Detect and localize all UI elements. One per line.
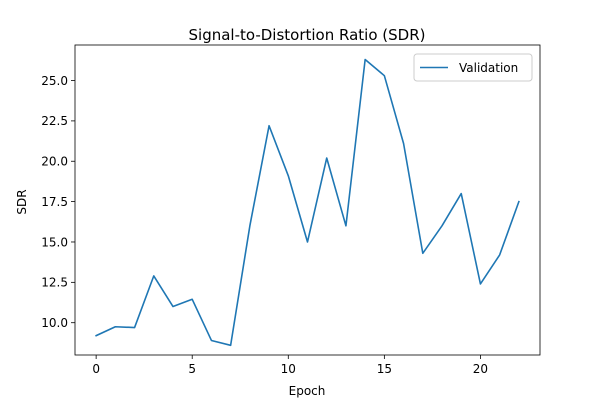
x-tick-label: 20 bbox=[473, 362, 488, 376]
series-line-0 bbox=[95, 58, 520, 347]
axes-frame bbox=[74, 44, 541, 356]
x-tick-label: 15 bbox=[377, 362, 392, 376]
legend-label-validation: Validation bbox=[459, 61, 518, 75]
y-tick-label: 15.0 bbox=[41, 235, 68, 249]
x-tick-label: 5 bbox=[188, 362, 196, 376]
axis-ticks: 0 5 10 15 20 10.0 12.5 15.0 17.5 20.0 22.5 25.0 bbox=[41, 74, 488, 376]
chart-title: Signal-to-Distortion Ratio (SDR) bbox=[189, 26, 426, 44]
y-axis-label: SDR bbox=[15, 189, 29, 214]
y-tick-label: 12.5 bbox=[41, 276, 68, 290]
x-axis-label: Epoch bbox=[289, 384, 326, 398]
y-tick-label: 20.0 bbox=[41, 155, 68, 169]
x-tick-label: 10 bbox=[281, 362, 296, 376]
y-tick-label: 22.5 bbox=[41, 114, 68, 128]
x-tick-label: 0 bbox=[92, 362, 100, 376]
legend-frame bbox=[413, 53, 533, 82]
legend: Validation bbox=[413, 53, 533, 82]
y-tick-label: 10.0 bbox=[41, 316, 68, 330]
y-tick-label: 25.0 bbox=[41, 74, 68, 88]
plot-area bbox=[74, 44, 541, 356]
y-tick-label: 17.5 bbox=[41, 195, 68, 209]
